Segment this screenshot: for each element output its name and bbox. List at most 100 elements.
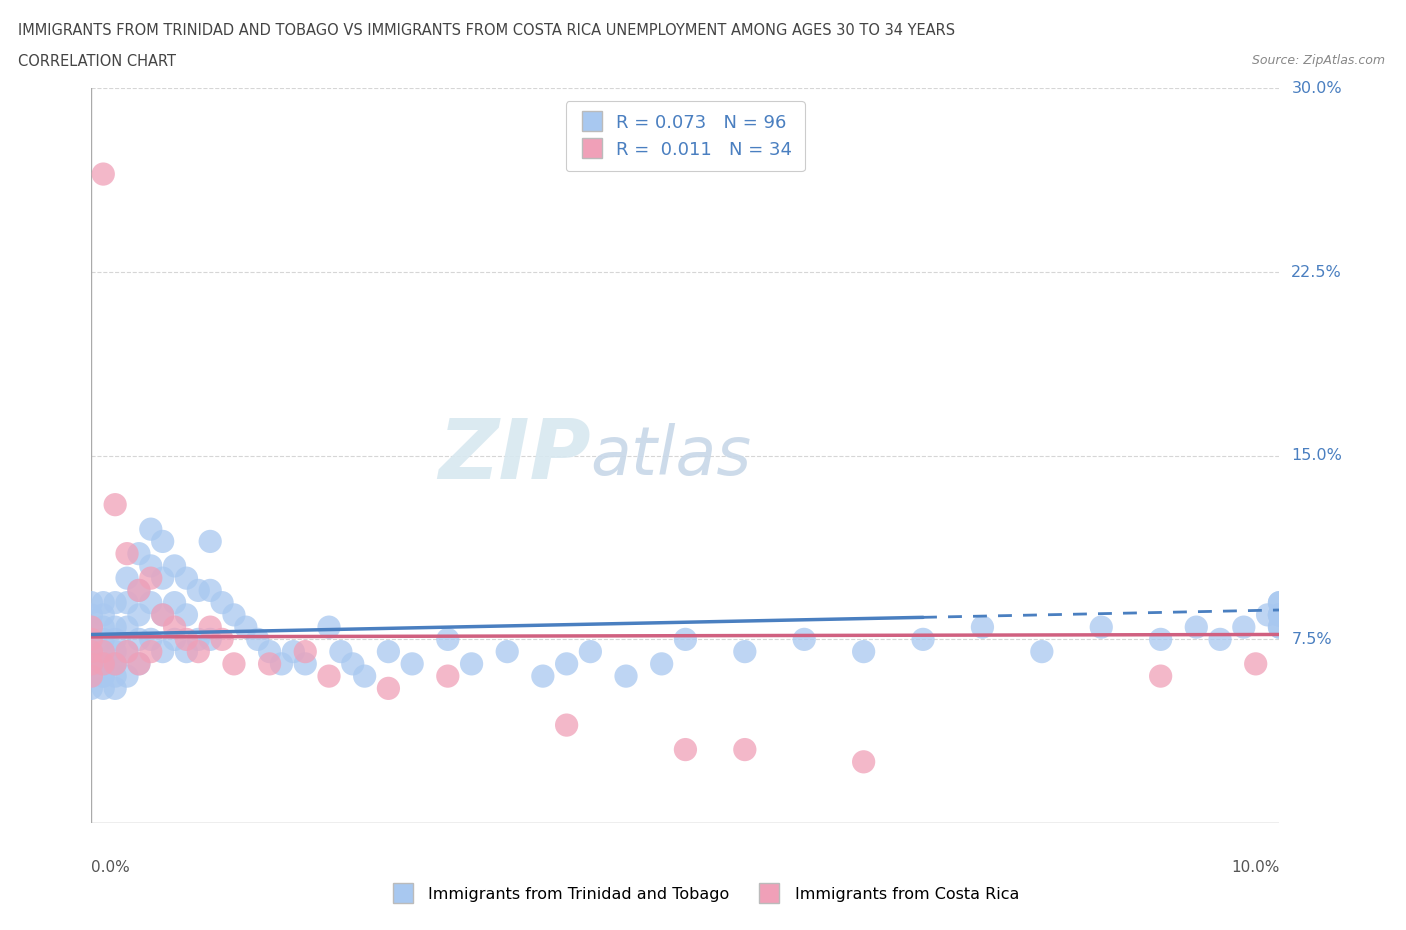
Point [80,644,103,659]
Text: 22.5%: 22.5% [1291,264,1343,280]
Point [128,607,150,622]
Point [128,657,150,671]
Point [200,534,222,549]
Point [176,644,198,659]
Point [163,619,186,634]
Point [104,595,127,610]
Point [80,595,103,610]
Point [294,657,316,671]
Point [1244,657,1267,671]
Point [80,632,103,647]
Point [91,607,114,622]
Point [139,595,162,610]
Point [1268,607,1291,622]
Point [80,681,103,696]
Point [1090,619,1112,634]
Point [460,657,482,671]
Point [128,583,150,598]
Point [91,669,114,684]
Point [115,669,138,684]
Point [1268,595,1291,610]
Point [152,644,174,659]
Point [139,558,162,573]
Point [139,571,162,586]
Point [91,644,114,659]
Point [673,742,696,757]
Text: CORRELATION CHART: CORRELATION CHART [18,54,176,69]
Point [246,632,269,647]
Point [163,595,186,610]
Point [1233,619,1256,634]
Point [176,607,198,622]
Point [972,619,994,634]
Point [187,644,209,659]
Point [342,657,364,671]
Point [1209,632,1232,647]
Point [200,619,222,634]
Point [1257,607,1279,622]
Point [436,632,458,647]
Text: 30.0%: 30.0% [1291,81,1341,96]
Point [128,546,150,561]
Text: ZIP: ZIP [437,415,591,497]
Point [329,644,352,659]
Point [115,644,138,659]
Point [734,742,756,757]
Point [80,607,103,622]
Point [91,619,114,634]
Point [270,657,292,671]
Point [128,583,150,598]
Point [401,657,423,671]
Point [104,657,127,671]
Point [115,571,138,586]
Point [80,657,103,671]
Text: 7.5%: 7.5% [1291,631,1331,647]
Point [104,657,127,671]
Point [318,669,340,684]
Point [555,657,578,671]
Point [80,632,103,647]
Point [80,619,103,634]
Point [104,498,127,512]
Point [235,619,257,634]
Text: Source: ZipAtlas.com: Source: ZipAtlas.com [1251,54,1385,67]
Point [128,657,150,671]
Point [115,595,138,610]
Point [222,607,245,622]
Point [1268,619,1291,634]
Point [651,657,673,671]
Point [139,522,162,537]
Point [531,669,554,684]
Point [91,595,114,610]
Point [104,619,127,634]
Point [283,644,305,659]
Point [1149,669,1171,684]
Point [496,644,519,659]
Point [104,669,127,684]
Point [80,669,103,684]
Point [115,644,138,659]
Point [211,595,233,610]
Point [1031,644,1053,659]
Point [176,632,198,647]
Point [1149,632,1171,647]
Point [91,644,114,659]
Point [294,644,316,659]
Point [318,619,340,634]
Point [579,644,602,659]
Point [852,644,875,659]
Point [211,632,233,647]
Point [200,583,222,598]
Point [91,632,114,647]
Point [152,607,174,622]
Text: 0.0%: 0.0% [91,859,131,875]
Point [163,558,186,573]
Text: 15.0%: 15.0% [1291,448,1343,463]
Point [1185,619,1208,634]
Point [163,632,186,647]
Point [1268,595,1291,610]
Point [128,632,150,647]
Point [115,546,138,561]
Text: atlas: atlas [591,423,751,488]
Point [377,644,399,659]
